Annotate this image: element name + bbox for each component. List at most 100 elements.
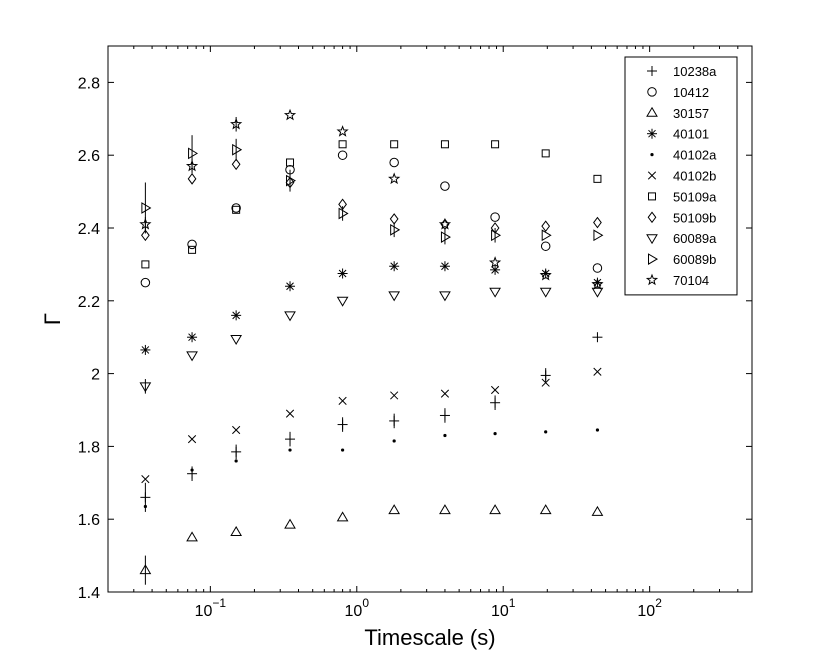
plot-area <box>107 45 753 593</box>
data-point <box>591 505 604 516</box>
legend-item: 50109b <box>647 210 716 225</box>
data-point <box>539 287 552 298</box>
data-point <box>388 291 401 302</box>
data-point <box>591 287 604 298</box>
data-point <box>490 385 500 395</box>
data-point <box>439 261 450 272</box>
legend-item: 40101 <box>647 127 709 142</box>
data-point <box>593 174 602 183</box>
data-series <box>139 108 604 585</box>
data-point <box>541 378 550 387</box>
legend-label: 40101 <box>673 127 709 142</box>
data-point <box>140 344 151 355</box>
data-point <box>491 229 502 242</box>
legend-item: 30157 <box>646 106 709 121</box>
data-point <box>284 518 296 529</box>
data-point <box>286 158 295 167</box>
y-tick-label: 2 <box>91 367 100 384</box>
legend-label: 50109b <box>673 210 716 225</box>
data-point <box>338 140 347 149</box>
data-point <box>286 174 297 187</box>
data-point <box>595 428 600 432</box>
legend-marker <box>647 87 657 97</box>
data-point <box>493 432 497 436</box>
data-point <box>232 425 241 435</box>
series-40102b <box>141 367 602 484</box>
legend-label: 30157 <box>673 106 709 121</box>
series-40101 <box>140 261 603 355</box>
data-point <box>593 216 602 229</box>
legend-label: 40102b <box>673 169 716 184</box>
y-tick-label: 2.4 <box>78 221 100 238</box>
data-point <box>541 229 552 242</box>
data-point <box>285 281 296 292</box>
data-point <box>541 149 550 158</box>
data-point <box>592 332 603 343</box>
data-point <box>190 468 194 472</box>
data-point <box>544 430 548 434</box>
legend-item: 50109a <box>648 189 717 204</box>
data-point <box>336 125 349 137</box>
legend-marker <box>646 106 658 117</box>
data-point <box>539 504 552 515</box>
data-point <box>288 448 292 452</box>
data-point <box>390 223 401 236</box>
data-point <box>337 419 348 430</box>
data-point <box>439 291 451 302</box>
data-point <box>231 203 241 213</box>
legend: 10238a 10412 30157 40101 40102a 40102b 50109a 5… <box>624 56 738 296</box>
data-point <box>440 181 450 191</box>
series-10238a <box>140 332 603 512</box>
data-point <box>591 277 604 290</box>
data-point <box>491 140 500 149</box>
data-point <box>231 310 242 321</box>
data-point <box>438 217 452 230</box>
legend-marker <box>647 211 657 224</box>
data-point <box>337 268 348 279</box>
data-point <box>140 277 151 288</box>
y-tick-label: 1.8 <box>78 439 100 456</box>
data-point <box>231 158 241 171</box>
data-point <box>389 157 399 168</box>
data-point <box>540 241 551 251</box>
y-axis-label: Γ <box>40 313 65 325</box>
series-40102a <box>143 428 600 509</box>
data-point <box>539 268 552 281</box>
data-point <box>340 448 345 452</box>
data-point <box>593 367 602 376</box>
data-point <box>593 229 604 242</box>
legend-marker <box>647 171 657 180</box>
data-point <box>388 504 401 515</box>
x-tick-labels: 10−1 100 101 102 <box>195 596 663 620</box>
y-tick-labels: 1.4 1.6 1.8 2 2.2 2.4 2.6 2.8 <box>78 75 100 602</box>
data-point <box>232 143 243 156</box>
data-point <box>439 504 451 515</box>
legend-label: 40102a <box>673 148 717 163</box>
data-point <box>489 504 501 515</box>
data-point <box>338 207 349 220</box>
legend-label: 60089a <box>673 231 717 246</box>
legend-item: 70104 <box>645 273 709 288</box>
series-60089a <box>139 287 604 394</box>
data-point <box>489 287 501 298</box>
data-point <box>284 311 296 322</box>
legend-box <box>624 56 738 296</box>
data-point <box>336 511 349 522</box>
legend-marker <box>650 153 654 157</box>
legend-label: 70104 <box>673 273 709 288</box>
legend-label: 10238a <box>673 64 717 79</box>
data-point <box>139 217 152 230</box>
y-tick-label: 2.6 <box>78 148 100 165</box>
data-point <box>187 435 197 444</box>
data-point <box>186 531 198 542</box>
data-point <box>139 564 152 575</box>
data-point <box>338 396 347 406</box>
data-point <box>187 239 197 250</box>
series-50109a <box>141 140 602 269</box>
data-point <box>285 434 296 445</box>
data-point <box>283 108 297 121</box>
data-point <box>188 147 199 160</box>
x-tick-label: 100 <box>345 596 370 620</box>
data-point <box>592 263 603 273</box>
